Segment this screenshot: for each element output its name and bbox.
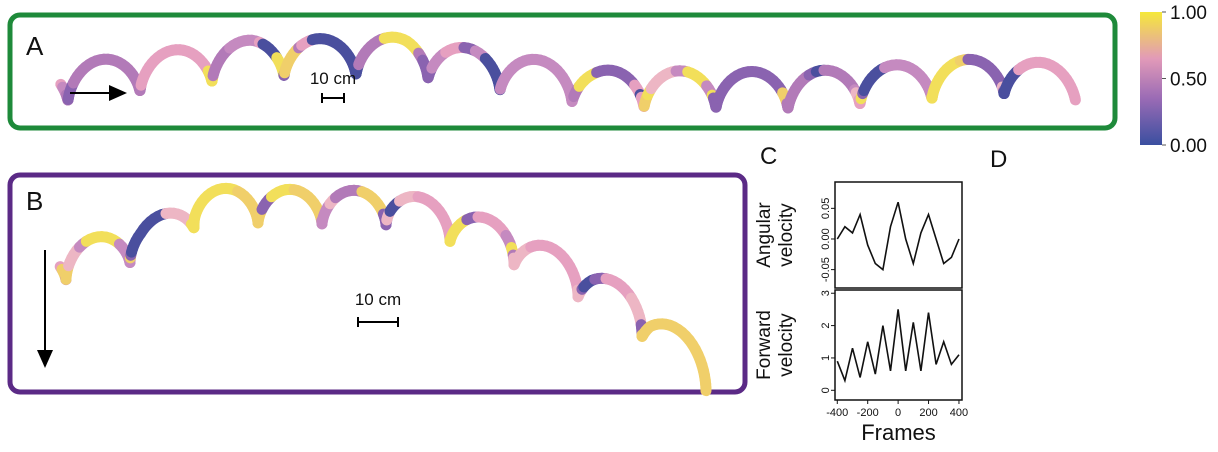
colorbar-tick-label: 0.50 <box>1170 70 1207 91</box>
x-tick-label: -400 <box>826 407 848 419</box>
y-tick-label: -0.05 <box>820 257 832 282</box>
x-axis-label: Frames <box>861 420 936 445</box>
trajectory-a <box>61 37 1076 108</box>
colorbar-ticks: 0.00 0.50 1.00 <box>1162 3 1207 157</box>
x-tick-label: 400 <box>950 407 968 419</box>
plot-frame <box>835 182 962 288</box>
colorbar <box>1140 12 1162 145</box>
y-axis-label: velocity <box>776 203 797 267</box>
scale-bar <box>322 93 344 103</box>
scale-bar <box>358 317 398 327</box>
y-tick-label: 0 <box>820 387 832 393</box>
x-tick-label: 200 <box>919 407 937 419</box>
series-line <box>837 202 959 269</box>
series-line <box>837 309 959 380</box>
x-tick-label: 0 <box>895 407 901 419</box>
panel-label: B <box>26 186 43 216</box>
panel-label: A <box>26 31 44 61</box>
scale-label: 10 cm <box>310 69 356 88</box>
x-tick-label: -200 <box>857 407 879 419</box>
y-tick-label: 1 <box>820 355 832 361</box>
y-axis-label: Angular <box>754 202 775 268</box>
y-axis-label: velocity <box>776 313 797 377</box>
panel-label: D <box>990 146 1007 173</box>
y-tick-label: 0.05 <box>820 198 832 219</box>
scale-label: 10 cm <box>355 290 401 309</box>
y-axis-label: Forward <box>754 310 775 380</box>
colorbar-tick-label: 1.00 <box>1170 3 1207 24</box>
y-tick-label: 2 <box>820 323 832 329</box>
y-tick-label: 3 <box>820 290 832 296</box>
panel-label: C <box>760 143 777 170</box>
y-tick-label: 0.00 <box>820 228 832 249</box>
colorbar-tick-label: 0.00 <box>1170 136 1207 157</box>
